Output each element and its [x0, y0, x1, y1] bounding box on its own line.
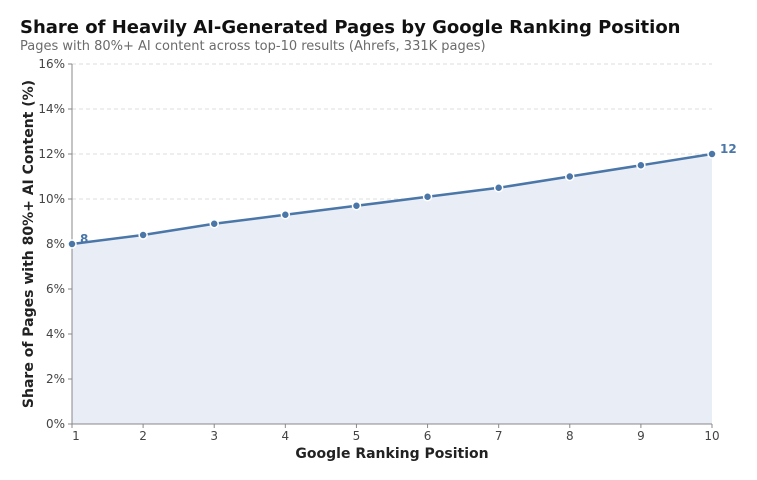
y-tick-label: 8%: [46, 237, 65, 251]
x-axis-label: Google Ranking Position: [295, 446, 488, 462]
data-point: [707, 149, 717, 159]
y-tick-label: 12%: [38, 147, 65, 161]
start-value-label: 8: [80, 232, 88, 246]
x-tick-label: 10: [704, 429, 719, 443]
y-tick-label: 4%: [46, 327, 65, 341]
data-point: [209, 219, 219, 229]
data-point: [280, 210, 291, 220]
data-point: [422, 192, 433, 202]
data-point: [565, 171, 575, 182]
data-point: [351, 201, 362, 211]
y-axis-ticks: 0% 2% 4% 6% 8% 10% 12% 14% 16%: [38, 57, 72, 431]
series-line: [71, 152, 713, 246]
x-tick-label: 9: [637, 429, 645, 443]
chart-title: Share of Heavily AI-Generated Pages by G…: [20, 17, 681, 38]
y-tick-label: 14%: [38, 102, 65, 116]
x-axis-ticks: 1 2 3 4 5 6 7 8 9 10: [71, 424, 720, 443]
data-point: [493, 183, 504, 193]
x-tick-label: 3: [210, 429, 218, 443]
x-tick-label: 7: [495, 429, 503, 443]
area-fill: [72, 154, 712, 424]
y-tick-label: 16%: [38, 57, 65, 71]
y-tick-label: 0%: [46, 417, 65, 431]
x-tick-label: 5: [353, 429, 361, 443]
data-point: [138, 230, 148, 240]
y-axis-label: Share of Pages with 80%+ AI Content (%): [21, 80, 37, 408]
x-tick-label: 6: [424, 429, 432, 443]
chart-subtitle: Pages with 80%+ AI content across top-10…: [20, 39, 486, 54]
data-points: [67, 149, 717, 249]
x-tick-label: 4: [282, 429, 290, 443]
y-tick-label: 2%: [46, 372, 65, 386]
data-point: [67, 239, 77, 249]
y-tick-label: 6%: [46, 282, 65, 296]
data-point: [636, 160, 646, 170]
x-tick-label: 2: [139, 429, 147, 443]
x-tick-label: 8: [566, 429, 574, 443]
x-tick-label: 1: [72, 429, 80, 443]
y-tick-label: 10%: [38, 192, 65, 206]
end-value-label: 12: [720, 142, 737, 156]
